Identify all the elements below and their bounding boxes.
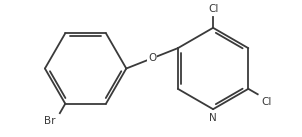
Text: N: N xyxy=(209,113,217,123)
Text: O: O xyxy=(148,53,156,63)
Text: Cl: Cl xyxy=(262,97,272,107)
Text: Br: Br xyxy=(44,116,56,126)
Text: Cl: Cl xyxy=(208,4,218,14)
